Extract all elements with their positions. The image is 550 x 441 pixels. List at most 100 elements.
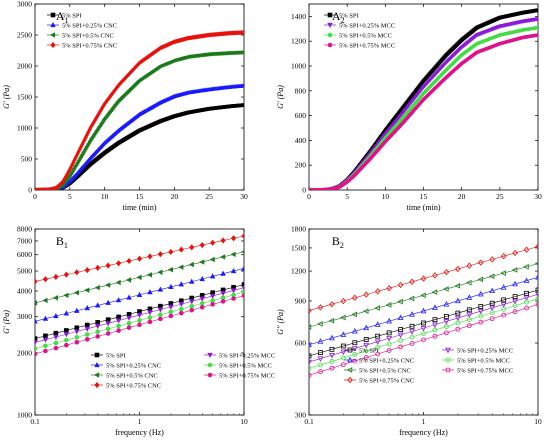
data-point xyxy=(84,267,90,274)
series-line xyxy=(309,263,538,328)
data-point xyxy=(105,317,111,322)
data-point xyxy=(95,302,101,308)
data-point xyxy=(340,362,346,368)
data-point xyxy=(189,303,195,309)
x-axis-label: time (min) xyxy=(123,203,157,212)
data-point xyxy=(500,252,507,260)
data-point xyxy=(409,340,415,346)
data-point xyxy=(512,280,518,287)
x-tick-label: 10 xyxy=(240,417,248,426)
legend-marker xyxy=(50,21,56,28)
data-point xyxy=(53,312,59,319)
data-point xyxy=(136,312,143,319)
data-point xyxy=(489,287,496,294)
data-point xyxy=(489,300,495,306)
data-point xyxy=(178,264,184,270)
data-point xyxy=(43,333,48,339)
data-point xyxy=(209,293,216,299)
y-tick-label: 1000 xyxy=(17,411,32,420)
data-point xyxy=(84,337,90,342)
legend-label: 5% SPI+0.5% MCC xyxy=(219,363,272,370)
x-tick-label: 25 xyxy=(205,192,213,201)
series xyxy=(309,274,538,347)
data-point xyxy=(340,331,347,337)
data-point xyxy=(443,268,450,276)
data-point xyxy=(84,322,90,328)
data-point xyxy=(443,301,450,307)
data-point xyxy=(385,301,392,308)
data-point xyxy=(466,279,472,286)
legend: 5% SPI 5% SPI+0.25% MCC 5% SPI+0.25% CNC 5%… xyxy=(344,348,513,385)
data-point xyxy=(158,312,163,318)
y-tick-label: 1000 xyxy=(291,62,306,71)
legend-label: 5% SPI+0.5% MCC xyxy=(457,358,510,365)
data-point xyxy=(126,325,132,330)
data-point xyxy=(241,285,244,291)
data-point xyxy=(53,340,59,346)
series xyxy=(309,33,538,190)
legend-label: 5% SPI xyxy=(106,353,126,360)
data-point xyxy=(466,317,472,322)
data-point xyxy=(35,278,38,285)
data-point xyxy=(137,322,142,328)
legend-marker xyxy=(327,22,333,29)
data-point xyxy=(351,346,358,352)
data-point xyxy=(386,348,392,353)
y-tick-label: 1500 xyxy=(17,93,32,102)
data-point xyxy=(35,300,38,306)
series xyxy=(35,103,244,190)
y-tick-label: 800 xyxy=(295,86,307,95)
data-point xyxy=(397,332,404,339)
data-point xyxy=(53,334,59,341)
data-point xyxy=(309,341,312,347)
data-point xyxy=(500,284,507,290)
data-point xyxy=(488,273,495,280)
data-point xyxy=(157,286,164,292)
data-point xyxy=(115,318,122,324)
series xyxy=(35,50,244,190)
data-point xyxy=(535,302,538,307)
series xyxy=(309,287,538,359)
data-area xyxy=(35,30,244,190)
legend: 5% SPI 5% SPI+0.25% MCC 5% SPI+0.25% CNC 5%… xyxy=(91,353,275,390)
legend-label: 5% SPI+0.25% CNC xyxy=(106,363,161,370)
series xyxy=(309,261,538,330)
chart-panel-2: 0 5 10 15 20 25 30 0 200 400 600 800 1000 1200 1400 tim… xyxy=(276,3,542,212)
data-point xyxy=(74,329,80,335)
data-point xyxy=(147,315,153,320)
legend-label: 5% SPI+0.75% CNC xyxy=(359,378,414,385)
data-point xyxy=(309,353,312,359)
data-point xyxy=(398,338,404,343)
data-point xyxy=(178,281,184,287)
data-point xyxy=(351,311,358,318)
data-point xyxy=(157,307,164,313)
data-point xyxy=(535,296,538,302)
data-point xyxy=(35,336,38,341)
data-point xyxy=(210,239,216,246)
legend-marker xyxy=(347,356,353,363)
data-point xyxy=(374,339,381,345)
data-point xyxy=(500,302,507,308)
data-point xyxy=(220,237,226,244)
data-point xyxy=(351,328,358,334)
data-point xyxy=(501,297,507,303)
legend-label: 5% SPI xyxy=(339,13,359,20)
data-point xyxy=(43,348,48,354)
data-point xyxy=(397,281,404,289)
series xyxy=(35,289,244,351)
x-tick-label: 0.1 xyxy=(304,417,314,426)
chart-panel-3: 0.1 1 10 1000 2000 3000 4000 5000 6000 7000 8000 fr… xyxy=(2,225,275,438)
data-point xyxy=(466,323,472,329)
data-point xyxy=(443,324,449,329)
y-tick-label: 500 xyxy=(21,155,33,164)
y-tick-label: 600 xyxy=(295,339,307,348)
data-point xyxy=(84,332,90,337)
data-point xyxy=(94,284,100,291)
data-point xyxy=(116,328,121,333)
data-point xyxy=(511,267,518,273)
data-point xyxy=(309,372,312,378)
data-point xyxy=(189,244,195,251)
x-tick-label: 25 xyxy=(496,192,504,201)
data-point xyxy=(477,276,483,283)
data-point xyxy=(375,345,381,350)
